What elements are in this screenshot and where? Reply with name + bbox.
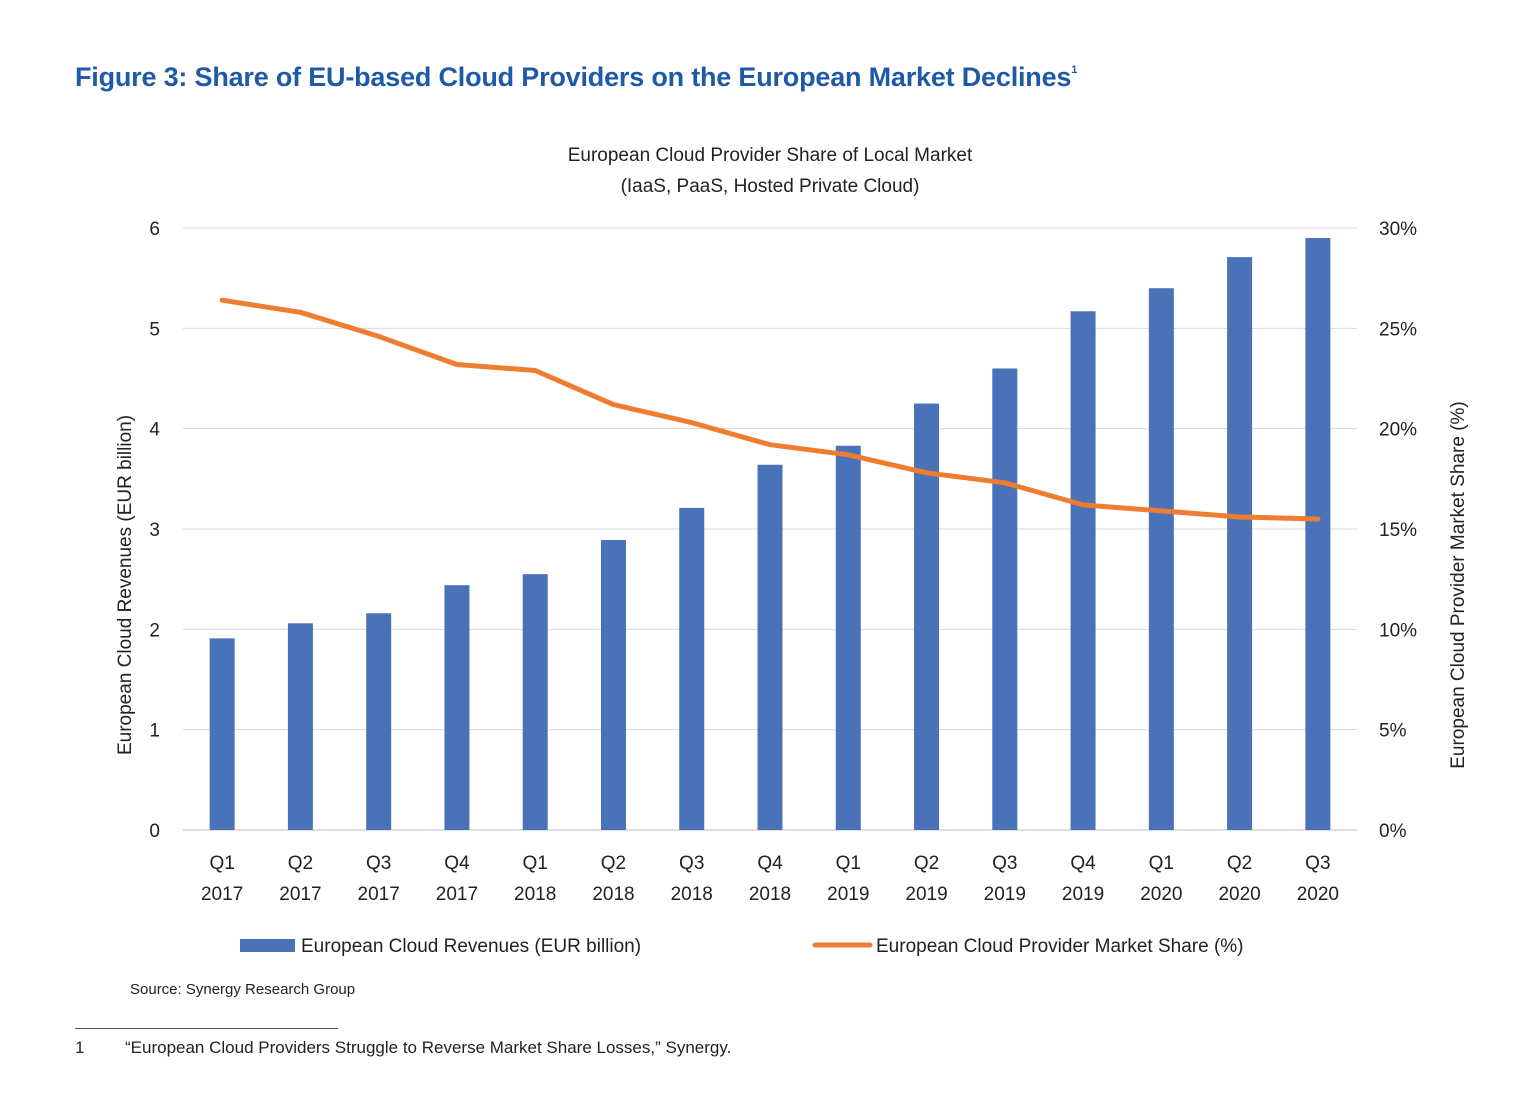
right-tick-label: 25%: [1379, 319, 1417, 340]
category-year-label: 2017: [279, 884, 321, 905]
category-quarter-label: Q3: [679, 853, 704, 874]
bar: [914, 403, 940, 830]
category-year-label: 2018: [671, 884, 713, 905]
legend-label-share: European Cloud Provider Market Share (%): [876, 936, 1244, 957]
footnote-number: 1: [75, 1038, 85, 1057]
legend: European Cloud Revenues (EUR billion) Eu…: [240, 936, 1244, 957]
category-year-label: 2020: [1297, 884, 1339, 905]
legend-swatch-revenues: [240, 939, 295, 952]
category-quarter-label: Q1: [209, 853, 234, 874]
category-quarter-label: Q4: [444, 853, 470, 874]
category-year-label: 2019: [984, 884, 1026, 905]
figure-title: Figure 3: Share of EU-based Cloud Provid…: [75, 62, 1077, 93]
category-quarter-label: Q2: [914, 853, 939, 874]
right-tick-label: 20%: [1379, 420, 1417, 441]
category-year-label: 2018: [749, 884, 791, 905]
chart-title: European Cloud Provider Share of Local M…: [568, 145, 973, 166]
category-year-label: 2017: [358, 884, 400, 905]
category-quarter-label: Q2: [1227, 853, 1252, 874]
category-year-label: 2019: [827, 884, 869, 905]
left-tick-label: 1: [149, 721, 160, 742]
legend-label-revenues: European Cloud Revenues (EUR billion): [301, 936, 641, 957]
bar: [679, 507, 705, 830]
bar: [444, 585, 470, 830]
bar: [992, 368, 1018, 830]
right-axis-ticks: 0% 5% 10% 15% 20% 25% 30%: [1379, 219, 1417, 842]
line-series: [219, 297, 1321, 522]
category-quarter-label: Q2: [601, 853, 626, 874]
category-year-label: 2020: [1140, 884, 1182, 905]
right-tick-label: 15%: [1379, 520, 1417, 541]
left-axis-ticks: 0 1 2 3 4 5 6: [149, 219, 160, 842]
bar: [1227, 257, 1253, 830]
left-tick-label: 4: [149, 420, 160, 441]
category-year-label: 2017: [201, 884, 243, 905]
bar: [209, 638, 235, 830]
footnote-marker: 1: [1071, 64, 1078, 76]
category-quarter-label: Q4: [1070, 853, 1096, 874]
category-quarter-label: Q2: [288, 853, 313, 874]
bar: [366, 613, 392, 830]
category-quarter-label: Q3: [366, 853, 391, 874]
category-quarter-label: Q1: [836, 853, 861, 874]
right-tick-label: 0%: [1379, 821, 1407, 842]
left-tick-label: 3: [149, 520, 160, 541]
right-tick-label: 30%: [1379, 219, 1417, 240]
right-axis-label: European Cloud Provider Market Share (%): [1448, 401, 1469, 769]
category-quarter-label: Q1: [1149, 853, 1174, 874]
left-axis-label: European Cloud Revenues (EUR billion): [115, 415, 136, 755]
category-year-label: 2017: [436, 884, 478, 905]
right-tick-label: 10%: [1379, 620, 1417, 641]
source-note: Source: Synergy Research Group: [130, 981, 356, 998]
chart-subtitle: (IaaS, PaaS, Hosted Private Cloud): [621, 176, 920, 197]
footnote-divider: [75, 1028, 338, 1029]
bar: [1070, 311, 1096, 830]
left-tick-label: 5: [149, 319, 160, 340]
footnote: 1 “European Cloud Providers Struggle to R…: [75, 1038, 731, 1058]
bar: [522, 574, 548, 830]
right-tick-label: 5%: [1379, 721, 1407, 742]
bar-series: [209, 238, 1331, 831]
bar: [287, 623, 313, 830]
figure-title-text: Figure 3: Share of EU-based Cloud Provid…: [75, 62, 1072, 92]
left-tick-label: 0: [149, 821, 160, 842]
category-year-label: 2018: [592, 884, 634, 905]
category-year-label: 2020: [1218, 884, 1260, 905]
footnote-text: “European Cloud Providers Struggle to Re…: [125, 1038, 732, 1057]
category-quarter-label: Q4: [757, 853, 783, 874]
category-quarter-label: Q1: [523, 853, 548, 874]
bar: [1305, 238, 1331, 831]
bar: [600, 540, 626, 830]
left-tick-label: 6: [149, 219, 160, 240]
bar: [1148, 288, 1174, 830]
category-labels: Q1 2017 Q2 2017 Q3 2017 Q4 2017 Q1 2018 Q2 2018 Q3 20…: [201, 853, 1339, 905]
bar: [835, 445, 861, 830]
category-year-label: 2018: [514, 884, 556, 905]
left-tick-label: 2: [149, 620, 160, 641]
category-year-label: 2019: [905, 884, 947, 905]
bar: [757, 464, 783, 830]
market-share-line: [219, 297, 1321, 522]
category-year-label: 2019: [1062, 884, 1104, 905]
category-quarter-label: Q3: [1305, 853, 1330, 874]
category-quarter-label: Q3: [992, 853, 1017, 874]
